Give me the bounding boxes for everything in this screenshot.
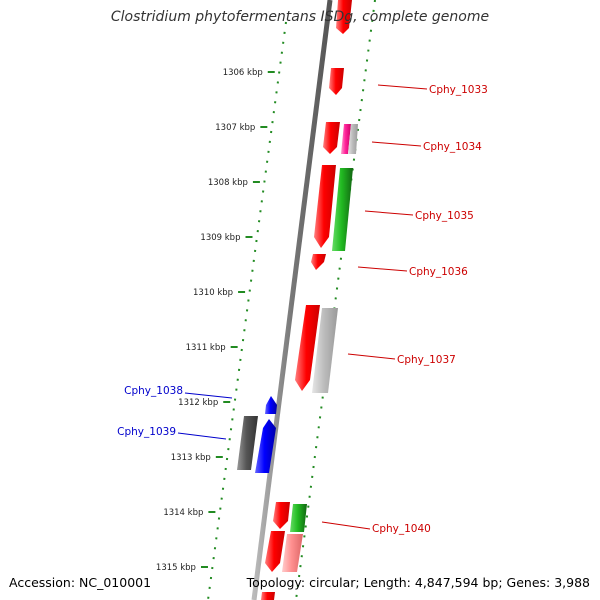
gene-label[interactable]: Cphy_1033 (429, 84, 488, 96)
gene-arrow[interactable] (255, 419, 276, 473)
gene-arrow[interactable] (261, 592, 275, 600)
gene-arrow[interactable] (336, 0, 352, 34)
gene-arrow[interactable] (341, 124, 351, 154)
kbp-tick-label: 1311 kbp (186, 343, 226, 353)
gene-arrow[interactable] (314, 165, 336, 248)
gene-label[interactable]: Cphy_1034 (423, 141, 482, 153)
gene-leader-line (371, 141, 422, 147)
gene-label[interactable]: Cphy_1040 (372, 523, 431, 535)
gene-label[interactable]: Cphy_1037 (397, 354, 456, 366)
gene-arrow[interactable] (237, 416, 258, 470)
gene-label[interactable]: Cphy_1039 (117, 426, 176, 438)
genome-title: Clostridium phytofermentans ISDg, comple… (110, 9, 490, 25)
gene-arrow[interactable] (290, 504, 307, 532)
genome-backbone (251, 0, 333, 600)
kbp-ticks: 1306 kbp 1307 kbp 1308 kbp 1309 kbp 1310 kbp… (156, 68, 275, 573)
gene-arrow[interactable] (273, 502, 290, 529)
gene-leader-line (377, 84, 428, 90)
gene-leader-line (177, 432, 227, 440)
gene-arrow[interactable] (295, 305, 320, 391)
track-boundary-right (295, 0, 376, 600)
gene-arrow[interactable] (329, 68, 344, 95)
gene-label[interactable]: Cphy_1036 (409, 266, 468, 278)
gene-arrow[interactable] (311, 254, 326, 270)
track-boundary-left (207, 21, 287, 600)
gene-labels: Cphy_1033 Cphy_1034 Cphy_1035 Cphy_1036 Cphy… (117, 84, 488, 535)
gene-label[interactable]: Cphy_1035 (415, 210, 474, 222)
gene-arrow[interactable] (323, 122, 340, 154)
gene-features (237, 0, 358, 600)
gene-leader-line (364, 210, 414, 216)
accession-label: Accession: NC_010001 (9, 575, 152, 590)
kbp-tick-label: 1314 kbp (163, 508, 203, 518)
gene-leader-line (184, 392, 233, 399)
gene-arrow[interactable] (332, 168, 353, 251)
gene-arrow[interactable] (312, 308, 338, 393)
kbp-tick-label: 1310 kbp (193, 288, 233, 298)
gene-label[interactable]: Cphy_1038 (124, 385, 183, 397)
gene-leader-line (321, 521, 371, 530)
gene-arrow[interactable] (348, 124, 358, 154)
gene-arrow[interactable] (265, 531, 285, 572)
kbp-tick-label: 1307 kbp (215, 123, 255, 133)
kbp-tick-label: 1315 kbp (156, 563, 196, 573)
genome-info-label: Topology: circular; Length: 4,847,594 bp… (246, 575, 590, 590)
gene-leader-line (357, 266, 408, 272)
gene-arrow[interactable] (265, 396, 277, 414)
kbp-tick-label: 1309 kbp (200, 233, 240, 243)
kbp-tick-label: 1313 kbp (171, 453, 211, 463)
gene-arrow[interactable] (282, 534, 303, 572)
gene-leader-line (347, 353, 396, 360)
kbp-tick-label: 1312 kbp (178, 398, 218, 408)
kbp-tick-label: 1306 kbp (223, 68, 263, 78)
kbp-tick-label: 1308 kbp (208, 178, 248, 188)
